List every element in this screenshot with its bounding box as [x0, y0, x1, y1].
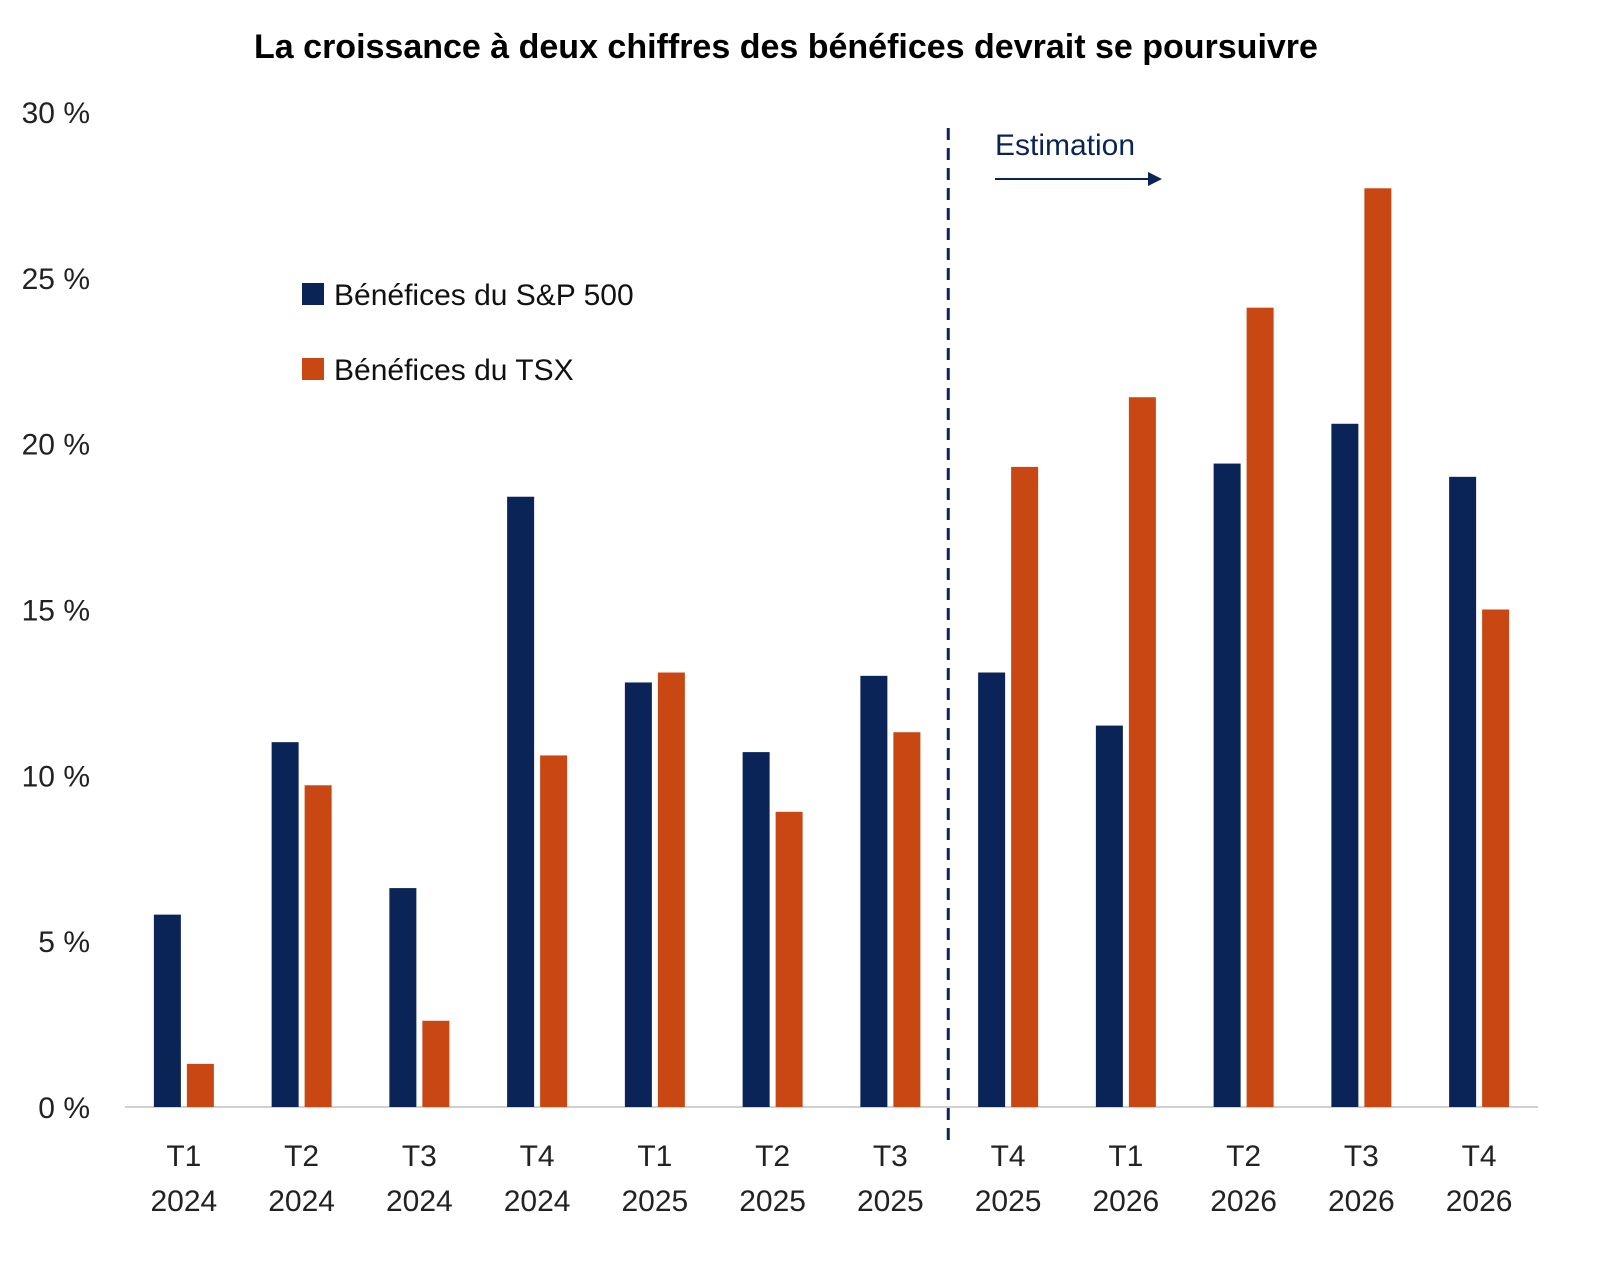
bar-sp500	[1449, 476, 1477, 1107]
bar-sp500	[153, 914, 181, 1107]
bar-sp500	[1213, 463, 1241, 1108]
bar-tsx	[304, 785, 332, 1107]
x-tick-label-year: 2024	[386, 1185, 453, 1218]
x-tick-label-year: 2024	[151, 1185, 218, 1218]
bar-tsx	[893, 732, 921, 1107]
x-tick-label-year: 2025	[739, 1185, 806, 1218]
x-tick-label-year: 2025	[857, 1185, 924, 1218]
x-tick-label-year: 2026	[1446, 1185, 1513, 1218]
bar-tsx	[422, 1020, 450, 1107]
bar-sp500	[389, 888, 417, 1107]
legend-label: Bénéfices du S&P 500	[334, 279, 634, 312]
legend-label: Bénéfices du TSX	[334, 354, 574, 387]
bar-sp500	[860, 675, 888, 1107]
x-tick-label-year: 2026	[1093, 1185, 1160, 1218]
x-tick-label-quarter: T1	[1108, 1140, 1143, 1173]
x-tick-label-quarter: T2	[755, 1140, 790, 1173]
bar-tsx	[186, 1063, 214, 1107]
legend-swatch	[302, 358, 324, 380]
bar-tsx	[1011, 466, 1039, 1108]
y-tick-label: 30 %	[22, 97, 90, 130]
bar-tsx	[1246, 307, 1274, 1107]
x-tick-label-year: 2025	[975, 1185, 1042, 1218]
x-tick-label-quarter: T3	[402, 1140, 437, 1173]
x-tick-label-year: 2024	[504, 1185, 571, 1218]
x-tick-label-year: 2025	[622, 1185, 689, 1218]
x-tick-label-year: 2026	[1328, 1185, 1395, 1218]
bar-tsx	[1482, 609, 1510, 1107]
x-tick-label-quarter: T3	[873, 1140, 908, 1173]
bar-tsx	[1128, 397, 1156, 1107]
bar-sp500	[624, 682, 652, 1107]
bar-tsx	[540, 755, 568, 1107]
x-tick-label-quarter: T1	[637, 1140, 672, 1173]
y-tick-label: 0 %	[38, 1092, 90, 1125]
bar-sp500	[271, 742, 299, 1107]
legend-swatch	[302, 283, 324, 305]
y-tick-label: 20 %	[22, 429, 90, 462]
bar-tsx	[657, 672, 685, 1107]
y-tick-label: 10 %	[22, 760, 90, 793]
bar-sp500	[1095, 725, 1123, 1107]
chart-title: La croissance à deux chiffres des bénéfi…	[254, 28, 1318, 66]
x-tick-label-quarter: T4	[991, 1140, 1026, 1173]
estimation-label: Estimation	[995, 129, 1135, 162]
x-tick-label-year: 2024	[268, 1185, 335, 1218]
x-tick-label-quarter: T3	[1344, 1140, 1379, 1173]
bar-sp500	[742, 752, 770, 1107]
bar-tsx	[775, 811, 803, 1107]
x-tick-label-quarter: T2	[284, 1140, 319, 1173]
bar-sp500	[1331, 423, 1359, 1107]
x-tick-label-year: 2026	[1210, 1185, 1277, 1218]
x-tick-label-quarter: T4	[520, 1140, 555, 1173]
bar-sp500	[507, 496, 535, 1107]
x-tick-label-quarter: T4	[1462, 1140, 1497, 1173]
x-tick-label-quarter: T1	[166, 1140, 201, 1173]
y-tick-label: 15 %	[22, 595, 90, 628]
bar-sp500	[978, 672, 1006, 1107]
arrow-right-icon	[1148, 172, 1162, 186]
y-tick-label: 25 %	[22, 263, 90, 296]
bar-tsx	[1364, 188, 1392, 1108]
y-tick-label: 5 %	[38, 926, 90, 959]
x-tick-label-quarter: T2	[1226, 1140, 1261, 1173]
